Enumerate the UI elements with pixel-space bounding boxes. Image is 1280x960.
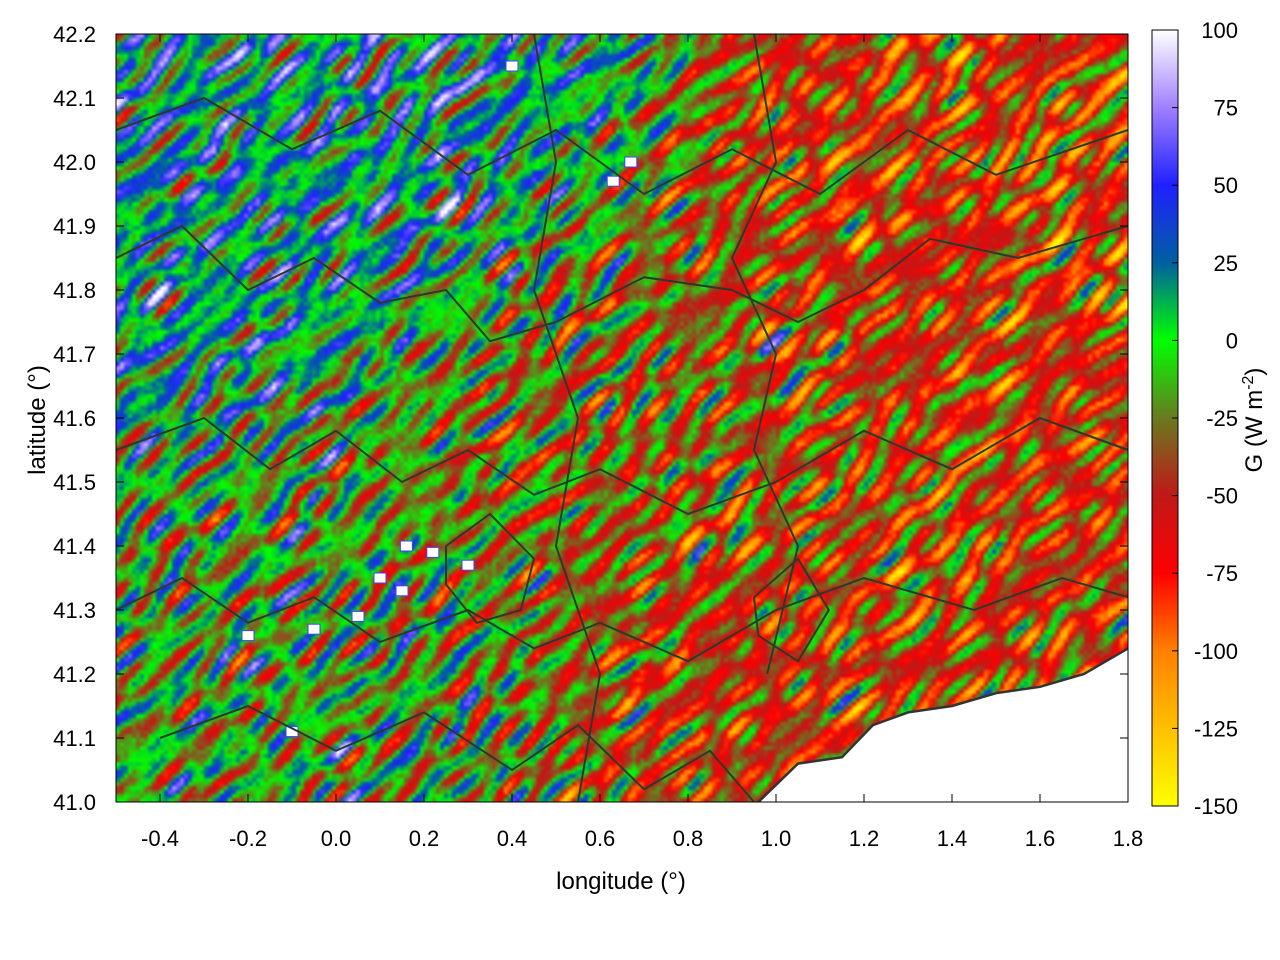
y-tick-label: 41.6 xyxy=(53,406,96,431)
no-data-patch xyxy=(505,60,519,72)
y-tick-label: 42.0 xyxy=(53,150,96,175)
y-tick-label: 41.3 xyxy=(53,598,96,623)
no-data-patch xyxy=(307,623,321,635)
x-tick-label: 1.0 xyxy=(761,826,792,851)
colorbar-tick-label: -25 xyxy=(1206,406,1238,431)
colorbar-title-sup: -2 xyxy=(1240,375,1257,389)
y-tick-label: 41.0 xyxy=(53,790,96,815)
x-tick-label: -0.2 xyxy=(229,826,267,851)
colorbar-tick-label: -50 xyxy=(1206,484,1238,509)
colorbar-tick-label: 25 xyxy=(1214,251,1238,276)
x-axis: -0.4 -0.2 0.0 0.2 0.4 0.6 0.8 1.0 1.2 1.4 1.6 1.8 xyxy=(141,34,1143,851)
colorbar-tick-label: 0 xyxy=(1226,328,1238,353)
sea-area xyxy=(758,648,1128,802)
colorbar-tick-label: -100 xyxy=(1194,639,1238,664)
colorbar-tick-label: 100 xyxy=(1201,18,1238,43)
contour-lines xyxy=(116,34,1128,802)
y-tick-label: 42.1 xyxy=(53,86,96,111)
x-tick-label: 0.2 xyxy=(409,826,440,851)
y-tick-label: 42.2 xyxy=(53,22,96,47)
y-tick-label: 41.5 xyxy=(53,470,96,495)
x-tick-label: 1.8 xyxy=(1113,826,1144,851)
colorbar-tick-label: -75 xyxy=(1206,561,1238,586)
contour-line xyxy=(116,96,1128,196)
y-axis-title: latitude (°) xyxy=(24,365,51,475)
y-tick-label: 41.7 xyxy=(53,342,96,367)
contour-line xyxy=(532,34,602,802)
colorbar-title: G (W m-2) xyxy=(1240,368,1268,473)
y-tick-label: 41.8 xyxy=(53,278,96,303)
x-tick-label: 1.2 xyxy=(849,826,880,851)
no-data-patch xyxy=(624,156,638,168)
no-data-patch xyxy=(606,175,620,187)
colorbar-tick-label: -125 xyxy=(1194,716,1238,741)
y-tick-label: 41.1 xyxy=(53,726,96,751)
x-axis-title: longitude (°) xyxy=(556,868,686,895)
y-tick-label: 41.4 xyxy=(53,534,96,559)
colorbar-tick-label: -150 xyxy=(1194,794,1238,819)
heatmap-field xyxy=(116,34,1128,802)
y-axis: 41.0 41.1 41.2 41.3 41.4 41.5 41.6 41.7 41.8 41.9… xyxy=(53,22,1128,815)
contour-line xyxy=(730,34,800,675)
colorbar: 100 75 50 25 0 -25 -50 -75 -100 -125 -150 G (W m-2… xyxy=(1151,18,1268,819)
x-tick-label: 1.4 xyxy=(937,826,968,851)
no-data-patch xyxy=(461,559,475,571)
x-tick-label: 1.6 xyxy=(1025,826,1056,851)
coastline xyxy=(757,647,1128,802)
contour-line xyxy=(116,576,1128,663)
y-tick-label: 41.2 xyxy=(53,662,96,687)
contour-line xyxy=(753,557,830,663)
x-tick-label: 0.6 xyxy=(585,826,616,851)
no-data-patch xyxy=(395,585,409,597)
no-data-patches xyxy=(241,60,638,738)
colorbar-title-text: G (W m xyxy=(1241,390,1268,473)
no-data-patch xyxy=(241,630,255,642)
x-tick-label: 0.0 xyxy=(321,826,352,851)
contour-line xyxy=(445,512,536,624)
no-data-patch xyxy=(373,572,387,584)
no-data-patch xyxy=(426,546,440,558)
colorbar-ticks: 100 75 50 25 0 -25 -50 -75 -100 -125 -150 xyxy=(1172,18,1238,819)
colorbar-tick-label: 50 xyxy=(1214,173,1238,198)
y-tick-label: 41.9 xyxy=(53,214,96,239)
x-tick-label: 0.8 xyxy=(673,826,704,851)
no-data-patch xyxy=(351,610,365,622)
contour-line xyxy=(116,224,1128,343)
plot-area xyxy=(115,33,1129,803)
colorbar-tick-label: 75 xyxy=(1214,96,1238,121)
x-tick-label: -0.4 xyxy=(141,826,179,851)
no-data-patch xyxy=(399,540,413,552)
x-tick-label: 0.4 xyxy=(497,826,528,851)
colorbar-title-end: ) xyxy=(1241,368,1268,376)
contour-line xyxy=(159,704,755,802)
